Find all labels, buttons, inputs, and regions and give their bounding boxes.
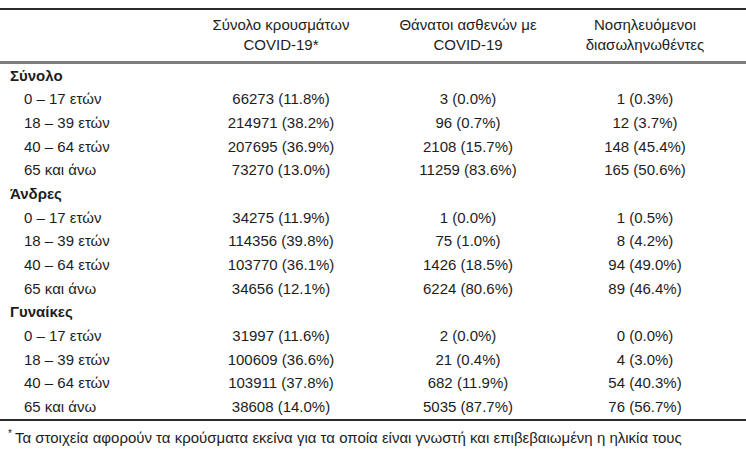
intubated-value: 76 (56.7%) <box>544 395 746 419</box>
table-body: Σύνολο0 – 17 ετών66273 (11.8%)3 (0.0%)1 … <box>0 64 746 419</box>
column-header-line: COVID-19* <box>170 35 392 55</box>
age-group-label: 0 – 17 ετών <box>0 324 170 348</box>
age-group-label: 0 – 17 ετών <box>0 87 170 111</box>
group-label: Άνδρες <box>0 182 170 206</box>
age-group-label: 65 και άνω <box>0 158 170 182</box>
deaths-value: 682 (11.9%) <box>392 371 544 395</box>
total-cases-value: 34656 (12.1%) <box>170 277 392 301</box>
table-row: 40 – 64 ετών103911 (37.8%)682 (11.9%)54 … <box>0 371 746 395</box>
group-label: Γυναίκες <box>0 300 170 324</box>
intubated-value: 148 (45.4%) <box>544 135 746 159</box>
table-row: 18 – 39 ετών214971 (38.2%)96 (0.7%)12 (3… <box>0 111 746 135</box>
intubated-value: 8 (4.2%) <box>544 229 746 253</box>
total-cases-value: 114356 (39.8%) <box>170 229 392 253</box>
table-row: 18 – 39 ετών100609 (36.6%)21 (0.4%)4 (3.… <box>0 348 746 372</box>
column-header-deaths: Θάνατοι ασθενών με COVID-19 <box>392 15 544 55</box>
total-cases-value: 214971 (38.2%) <box>170 111 392 135</box>
table-bottom-rule <box>0 419 746 421</box>
age-group-label: 40 – 64 ετών <box>0 135 170 159</box>
total-cases-value: 66273 (11.8%) <box>170 87 392 111</box>
table-row: 18 – 39 ετών114356 (39.8%)75 (1.0%)8 (4.… <box>0 229 746 253</box>
age-group-label: 0 – 17 ετών <box>0 206 170 230</box>
row-label-column-header <box>0 15 170 55</box>
table-row: 0 – 17 ετών31997 (11.6%)2 (0.0%)0 (0.0%) <box>0 324 746 348</box>
intubated-value: 89 (46.4%) <box>544 277 746 301</box>
deaths-value: 2 (0.0%) <box>392 324 544 348</box>
age-group-label: 65 και άνω <box>0 395 170 419</box>
column-header-line: Νοσηλευόμενοι <box>544 15 746 35</box>
table-row: 65 και άνω73270 (13.0%)11259 (83.6%)165 … <box>0 158 746 182</box>
total-cases-value: 103911 (37.8%) <box>170 371 392 395</box>
column-header-line: Θάνατοι ασθενών με <box>392 15 544 35</box>
table-header-row: Σύνολο κρουσμάτων COVID-19* Θάνατοι ασθε… <box>0 10 746 61</box>
footnote: *Τα στοιχεία αφορούν τα κρούσματα εκείνα… <box>0 423 746 449</box>
footnote-text: Τα στοιχεία αφορούν τα κρούσματα εκείνα … <box>15 429 682 446</box>
table-row: 0 – 17 ετών66273 (11.8%)3 (0.0%)1 (0.3%) <box>0 87 746 111</box>
deaths-value: 2108 (15.7%) <box>392 135 544 159</box>
column-header-intubated: Νοσηλευόμενοι διασωληνωθέντες <box>544 15 746 55</box>
deaths-value: 1426 (18.5%) <box>392 253 544 277</box>
table-row: 40 – 64 ετών207695 (36.9%)2108 (15.7%)14… <box>0 135 746 159</box>
group-label: Σύνολο <box>0 64 170 88</box>
age-group-label: 40 – 64 ετών <box>0 253 170 277</box>
total-cases-value: 34275 (11.9%) <box>170 206 392 230</box>
age-group-label: 65 και άνω <box>0 277 170 301</box>
age-group-label: 18 – 39 ετών <box>0 111 170 135</box>
age-group-label: 40 – 64 ετών <box>0 371 170 395</box>
total-cases-value: 38608 (14.0%) <box>170 395 392 419</box>
age-group-label: 18 – 39 ετών <box>0 348 170 372</box>
column-header-total-cases: Σύνολο κρουσμάτων COVID-19* <box>170 15 392 55</box>
group-header-row: Γυναίκες <box>0 300 746 324</box>
deaths-value: 75 (1.0%) <box>392 229 544 253</box>
total-cases-value: 103770 (36.1%) <box>170 253 392 277</box>
group-header-row: Σύνολο <box>0 64 746 88</box>
total-cases-value: 100609 (36.6%) <box>170 348 392 372</box>
deaths-value: 11259 (83.6%) <box>392 158 544 182</box>
column-header-line: COVID-19 <box>392 35 544 55</box>
intubated-value: 54 (40.3%) <box>544 371 746 395</box>
column-header-line: Σύνολο κρουσμάτων <box>170 15 392 35</box>
intubated-value: 1 (0.3%) <box>544 87 746 111</box>
table-row: 40 – 64 ετών103770 (36.1%)1426 (18.5%)94… <box>0 253 746 277</box>
footnote-marker: * <box>8 428 12 439</box>
deaths-value: 1 (0.0%) <box>392 206 544 230</box>
intubated-value: 12 (3.7%) <box>544 111 746 135</box>
age-group-label: 18 – 39 ετών <box>0 229 170 253</box>
intubated-value: 0 (0.0%) <box>544 324 746 348</box>
deaths-value: 3 (0.0%) <box>392 87 544 111</box>
group-header-row: Άνδρες <box>0 182 746 206</box>
table-row: 0 – 17 ετών34275 (11.9%)1 (0.0%)1 (0.5%) <box>0 206 746 230</box>
intubated-value: 1 (0.5%) <box>544 206 746 230</box>
intubated-value: 165 (50.6%) <box>544 158 746 182</box>
deaths-value: 6224 (80.6%) <box>392 277 544 301</box>
total-cases-value: 31997 (11.6%) <box>170 324 392 348</box>
deaths-value: 5035 (87.7%) <box>392 395 544 419</box>
deaths-value: 21 (0.4%) <box>392 348 544 372</box>
intubated-value: 4 (3.0%) <box>544 348 746 372</box>
column-header-line: διασωληνωθέντες <box>544 35 746 55</box>
covid-age-statistics-table: Σύνολο κρουσμάτων COVID-19* Θάνατοι ασθε… <box>0 0 746 449</box>
total-cases-value: 207695 (36.9%) <box>170 135 392 159</box>
intubated-value: 94 (49.0%) <box>544 253 746 277</box>
table-row: 65 και άνω38608 (14.0%)5035 (87.7%)76 (5… <box>0 395 746 419</box>
table-row: 65 και άνω34656 (12.1%)6224 (80.6%)89 (4… <box>0 277 746 301</box>
deaths-value: 96 (0.7%) <box>392 111 544 135</box>
total-cases-value: 73270 (13.0%) <box>170 158 392 182</box>
